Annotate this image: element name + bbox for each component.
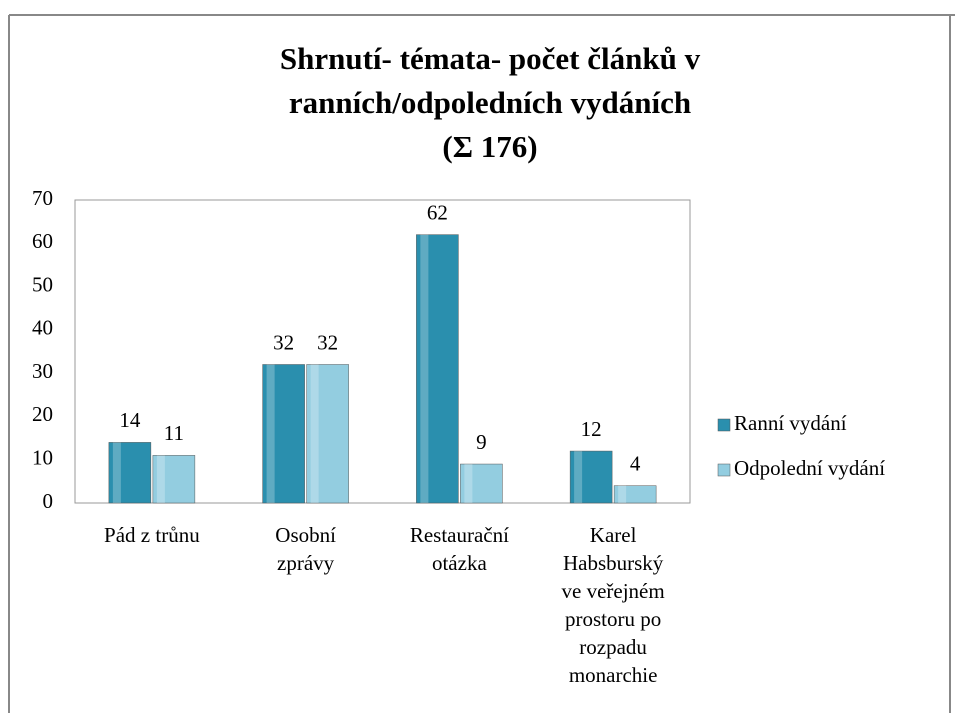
bar [613, 485, 657, 504]
y-tick-label: 40 [32, 316, 53, 340]
bar [262, 364, 305, 504]
bar [108, 442, 152, 504]
bar-highlight [112, 442, 121, 503]
data-label: 62 [427, 200, 448, 224]
bar-highlight [618, 485, 627, 503]
y-tick-label: 70 [32, 186, 53, 210]
x-tick-label: Habsburský [563, 551, 664, 575]
y-tick-label: 0 [43, 489, 54, 513]
bar [416, 234, 459, 504]
legend-label: Ranní vydání [734, 411, 847, 435]
chart-title: ranních/odpoledních vydáních [289, 85, 691, 120]
bar [569, 450, 613, 504]
bar [152, 455, 196, 504]
bar-highlight [574, 451, 583, 503]
data-label: 11 [164, 421, 184, 445]
data-label: 32 [317, 330, 338, 354]
legend-label: Odpolední vydání [734, 456, 885, 480]
x-tick-label: otázka [432, 551, 487, 575]
y-tick-label: 30 [32, 359, 53, 383]
bar-highlight [310, 364, 319, 503]
bar-highlight [464, 464, 473, 503]
bar-highlight [156, 455, 165, 503]
chart-title: (Σ 176) [442, 129, 537, 164]
x-tick-label: Restaurační [410, 523, 509, 547]
data-label: 32 [273, 330, 294, 354]
data-label: 9 [476, 430, 487, 454]
x-tick-label: Osobní [275, 523, 336, 547]
data-label: 4 [630, 451, 641, 475]
data-label: 14 [119, 408, 141, 432]
x-tick-label: zprávy [277, 551, 335, 575]
y-tick-label: 60 [32, 229, 53, 253]
x-tick-label: monarchie [569, 663, 658, 687]
bar-highlight [266, 364, 275, 503]
bar-highlight [420, 234, 429, 503]
bar [460, 463, 503, 504]
legend-swatch [717, 463, 731, 477]
x-tick-label: Pád z trůnu [104, 523, 200, 547]
y-tick-label: 50 [32, 272, 53, 296]
x-tick-label: Karel [590, 523, 637, 547]
data-label: 12 [581, 417, 602, 441]
x-tick-label: ve veřejném [562, 579, 665, 603]
y-tick-label: 20 [32, 402, 53, 426]
y-tick-label: 10 [32, 446, 53, 470]
x-tick-label: rozpadu [579, 635, 647, 659]
bar [306, 364, 349, 504]
x-tick-label: prostoru po [565, 607, 661, 631]
plot-area [74, 199, 691, 504]
chart-title: Shrnutí- témata- počet článků v [280, 41, 701, 76]
legend-swatch [717, 418, 731, 432]
